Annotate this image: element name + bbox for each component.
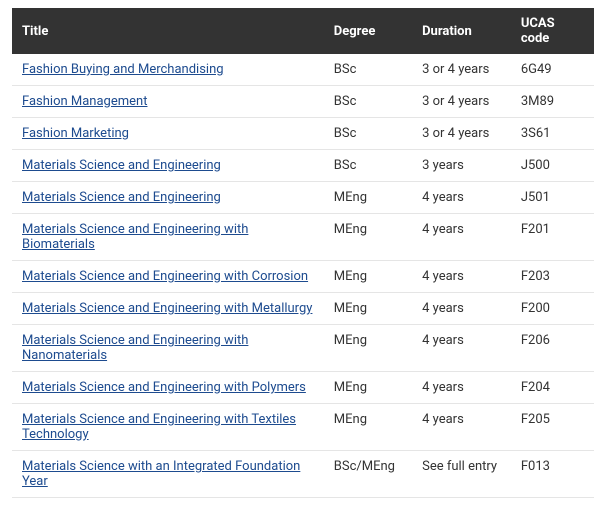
table-row: Materials Science and Engineering with P…: [12, 372, 594, 404]
cell-degree: BSc: [324, 86, 412, 118]
cell-duration: 3 or 4 years: [412, 54, 511, 86]
cell-title: Materials Science and Engineering with P…: [12, 372, 324, 404]
course-title-link[interactable]: Fashion Buying and Merchandising: [22, 62, 224, 77]
cell-degree: BSc/MEng: [324, 451, 412, 498]
course-title-link[interactable]: Materials Science and Engineering: [22, 158, 221, 173]
cell-duration: 3 or 4 years: [412, 118, 511, 150]
cell-duration: 4 years: [412, 372, 511, 404]
column-header-title: Title: [12, 8, 324, 54]
cell-title: Materials Science and Engineering with N…: [12, 325, 324, 372]
table-row: Materials Science and Engineering with B…: [12, 214, 594, 261]
course-title-link[interactable]: Materials Science and Engineering with C…: [22, 269, 308, 284]
table-row: Materials Science and Engineering with T…: [12, 404, 594, 451]
cell-duration: 4 years: [412, 214, 511, 261]
table-row: Fashion Marketing BSc3 or 4 years3S61: [12, 118, 594, 150]
courses-table-container: Title Degree Duration UCAS code Fashion …: [0, 0, 606, 506]
cell-degree: BSc: [324, 150, 412, 182]
cell-ucas: 3M89: [511, 86, 594, 118]
table-row: Materials Science and Engineering MEng4 y…: [12, 182, 594, 214]
cell-degree: BSc: [324, 118, 412, 150]
cell-title: Materials Science and Engineering: [12, 182, 324, 214]
table-header: Title Degree Duration UCAS code: [12, 8, 594, 54]
cell-duration: See full entry: [412, 451, 511, 498]
cell-ucas: F200: [511, 293, 594, 325]
table-row: Materials Science and Engineering with M…: [12, 293, 594, 325]
cell-ucas: 3S61: [511, 118, 594, 150]
cell-degree: BSc: [324, 54, 412, 86]
cell-title: Materials Science and Engineering with M…: [12, 293, 324, 325]
cell-duration: 4 years: [412, 325, 511, 372]
table-row: Materials Science and Engineering with C…: [12, 261, 594, 293]
course-title-link[interactable]: Materials Science and Engineering with P…: [22, 380, 306, 395]
cell-ucas: J501: [511, 182, 594, 214]
cell-degree: MEng: [324, 261, 412, 293]
column-header-ucas: UCAS code: [511, 8, 594, 54]
cell-title: Materials Science and Engineering: [12, 150, 324, 182]
cell-degree: MEng: [324, 404, 412, 451]
table-row: Materials Science and Engineering BSc3 ye…: [12, 150, 594, 182]
cell-ucas: F201: [511, 214, 594, 261]
cell-duration: 4 years: [412, 261, 511, 293]
course-title-link[interactable]: Materials Science and Engineering: [22, 190, 221, 205]
cell-ucas: F206: [511, 325, 594, 372]
cell-title: Fashion Management: [12, 86, 324, 118]
course-title-link[interactable]: Materials Science and Engineering with N…: [22, 333, 248, 363]
cell-degree: MEng: [324, 293, 412, 325]
cell-ucas: F204: [511, 372, 594, 404]
cell-duration: 3 years: [412, 150, 511, 182]
cell-degree: MEng: [324, 372, 412, 404]
cell-duration: 3 or 4 years: [412, 86, 511, 118]
course-title-link[interactable]: Materials Science and Engineering with M…: [22, 301, 312, 316]
table-row: Materials Science and Engineering with N…: [12, 325, 594, 372]
cell-duration: 4 years: [412, 293, 511, 325]
cell-title: Materials Science and Engineering with C…: [12, 261, 324, 293]
column-header-degree: Degree: [324, 8, 412, 54]
cell-ucas: F205: [511, 404, 594, 451]
cell-title: Materials Science and Engineering with B…: [12, 214, 324, 261]
table-row: Materials Science with an Integrated Fou…: [12, 451, 594, 498]
cell-title: Fashion Marketing: [12, 118, 324, 150]
cell-title: Materials Science and Engineering with T…: [12, 404, 324, 451]
table-body: Fashion Buying and MerchandisingBSc3 or …: [12, 54, 594, 498]
course-title-link[interactable]: Fashion Marketing: [22, 126, 129, 141]
course-title-link[interactable]: Fashion Management: [22, 94, 147, 109]
courses-table: Title Degree Duration UCAS code Fashion …: [12, 8, 594, 498]
cell-title: Fashion Buying and Merchandising: [12, 54, 324, 86]
cell-duration: 4 years: [412, 182, 511, 214]
column-header-duration: Duration: [412, 8, 511, 54]
cell-ucas: 6G49: [511, 54, 594, 86]
cell-ucas: F203: [511, 261, 594, 293]
course-title-link[interactable]: Materials Science and Engineering with T…: [22, 412, 296, 442]
cell-ucas: J500: [511, 150, 594, 182]
cell-duration: 4 years: [412, 404, 511, 451]
cell-degree: MEng: [324, 182, 412, 214]
cell-ucas: F013: [511, 451, 594, 498]
course-title-link[interactable]: Materials Science with an Integrated Fou…: [22, 459, 300, 489]
cell-title: Materials Science with an Integrated Fou…: [12, 451, 324, 498]
course-title-link[interactable]: Materials Science and Engineering with B…: [22, 222, 248, 252]
cell-degree: MEng: [324, 214, 412, 261]
cell-degree: MEng: [324, 325, 412, 372]
table-row: Fashion Buying and Merchandising BSc3 or …: [12, 54, 594, 86]
table-row: Fashion Management BSc3 or 4 years3M89: [12, 86, 594, 118]
